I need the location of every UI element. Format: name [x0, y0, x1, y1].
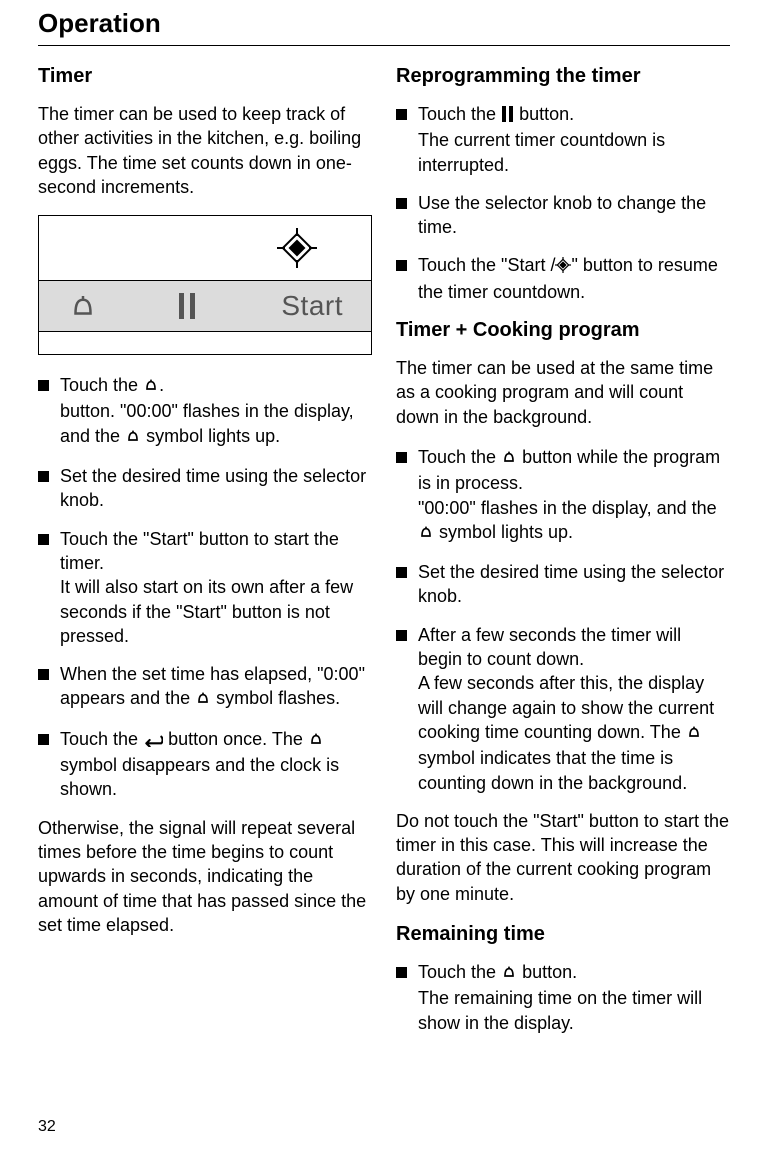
left-column: Timer The timer can be used to keep trac… [38, 64, 372, 1049]
bullet-icon [396, 960, 418, 1035]
list-item: Set the desired time using the selector … [396, 560, 730, 609]
tcp-list: Touch the button while the program is in… [396, 445, 730, 795]
item-text: Touch the "Start /" button to resume the… [418, 253, 730, 304]
display-top [39, 216, 371, 280]
diamond-icon [555, 255, 571, 279]
bullet-icon [38, 727, 60, 802]
title-rule [38, 45, 730, 46]
tcp-intro: The timer can be used at the same time a… [396, 356, 730, 429]
reprog-list: Touch the button. The current timer coun… [396, 102, 730, 304]
heading-remaining: Remaining time [396, 922, 730, 946]
pause-icon [127, 291, 247, 321]
page: Operation Timer The timer can be used to… [0, 0, 768, 1158]
bullet-icon [38, 464, 60, 513]
heading-tcp: Timer + Cooking program [396, 318, 730, 342]
bullet-icon [396, 191, 418, 240]
item-text: When the set time has elapsed, "0:00" ap… [60, 662, 372, 713]
bell-icon [125, 426, 141, 450]
bell-icon [308, 729, 324, 753]
bell-icon [418, 522, 434, 546]
page-title: Operation [38, 0, 730, 45]
item-text: Touch the button. The current timer coun… [418, 102, 730, 177]
heading-reprogramming: Reprogramming the timer [396, 64, 730, 88]
list-item: Touch the button. The remaining time on … [396, 960, 730, 1035]
bell-icon [39, 291, 127, 321]
columns: Timer The timer can be used to keep trac… [38, 64, 730, 1049]
bell-icon [501, 447, 517, 471]
diamond-icon [277, 228, 317, 273]
bell-icon [143, 375, 159, 399]
bullet-icon [38, 373, 60, 450]
item-text: Touch the button while the program is in… [418, 445, 730, 546]
item-text: Touch the "Start" button to start the ti… [60, 527, 372, 648]
bullet-icon [396, 560, 418, 609]
list-item: Touch the . button. "00:00" flashes in t… [38, 373, 372, 450]
bell-icon [686, 722, 702, 746]
display-graphic: Start [38, 215, 372, 355]
timer-intro: The timer can be used to keep track of o… [38, 102, 372, 199]
list-item: Touch the button. The current timer coun… [396, 102, 730, 177]
tcp-outro: Do not touch the "Start" button to start… [396, 809, 730, 906]
list-item: Touch the "Start" button to start the ti… [38, 527, 372, 648]
start-label: Start [247, 290, 371, 322]
remain-list: Touch the button. The remaining time on … [396, 960, 730, 1035]
list-item: Touch the "Start /" button to resume the… [396, 253, 730, 304]
pause-icon [501, 104, 514, 128]
list-item: Set the desired time using the selector … [38, 464, 372, 513]
bullet-icon [396, 253, 418, 304]
bullet-icon [396, 102, 418, 177]
list-item: Use the selector knob to change the time… [396, 191, 730, 240]
item-text: Set the desired time using the selector … [60, 464, 372, 513]
item-text: Set the desired time using the selector … [418, 560, 730, 609]
heading-timer: Timer [38, 64, 372, 88]
list-item: Touch the button once. The symbol disapp… [38, 727, 372, 802]
bullet-icon [396, 445, 418, 546]
display-mid: Start [39, 280, 371, 332]
item-text: Touch the . button. "00:00" flashes in t… [60, 373, 372, 450]
bullet-icon [396, 623, 418, 795]
display-bottom [39, 332, 371, 354]
list-item: After a few seconds the timer will begin… [396, 623, 730, 795]
back-icon [143, 729, 163, 753]
left-list: Touch the . button. "00:00" flashes in t… [38, 373, 372, 801]
item-text: Use the selector knob to change the time… [418, 191, 730, 240]
bell-icon [501, 962, 517, 986]
page-number: 32 [38, 1118, 56, 1136]
item-text: Touch the button. The remaining time on … [418, 960, 730, 1035]
bell-icon [195, 688, 211, 712]
list-item: Touch the button while the program is in… [396, 445, 730, 546]
item-text: Touch the button once. The symbol disapp… [60, 727, 372, 802]
bullet-icon [38, 527, 60, 648]
timer-outro: Otherwise, the signal will repeat severa… [38, 816, 372, 937]
bullet-icon [38, 662, 60, 713]
right-column: Reprogramming the timer Touch the button… [396, 64, 730, 1049]
item-text: After a few seconds the timer will begin… [418, 623, 730, 795]
list-item: When the set time has elapsed, "0:00" ap… [38, 662, 372, 713]
